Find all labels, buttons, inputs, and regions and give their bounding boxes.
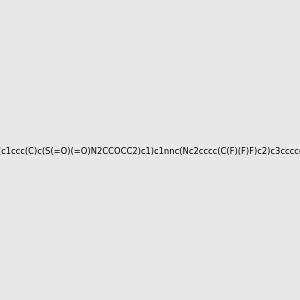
Text: C(c1ccc(C)c(S(=O)(=O)N2CCOCC2)c1)c1nnc(Nc2cccc(C(F)(F)F)c2)c3ccccc13: C(c1ccc(C)c(S(=O)(=O)N2CCOCC2)c1)c1nnc(N… — [0, 147, 300, 156]
